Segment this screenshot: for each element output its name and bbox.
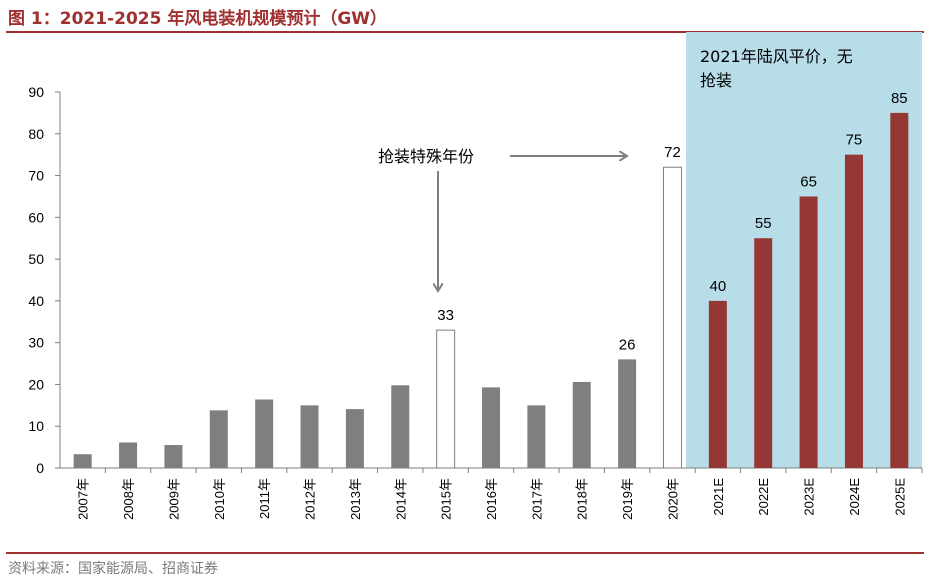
- figure-title: 图 1：2021-2025 年风电装机规模预计（GW）: [8, 9, 388, 29]
- bar: [482, 387, 500, 468]
- forecast-note-line1: 2021年陆风平价，无: [700, 47, 853, 66]
- x-tick-labels: 2007年 2008年 2009年 2010年 2011年 2012年 2013年 2014年…: [76, 478, 908, 520]
- annotations: 抢装特殊年份 2021年陆风平价，无 抢装: [378, 47, 853, 290]
- y-tick-labels: 0 10 20 30 40 50 60 70 80 90: [28, 84, 44, 476]
- y-tick-label: 20: [28, 376, 44, 392]
- title-rule: [6, 31, 924, 33]
- x-tick-label: 2007年: [76, 478, 91, 520]
- bar: [300, 405, 319, 468]
- bars: [73, 112, 909, 469]
- y-tick-label: 50: [28, 251, 44, 267]
- x-tick-label: 2025E: [892, 478, 907, 516]
- forecast-note-line2: 抢装: [700, 71, 732, 90]
- bar: [527, 405, 546, 468]
- bar: [164, 445, 183, 468]
- y-tick-label: 0: [36, 460, 44, 476]
- x-tick-label: 2021E: [711, 478, 726, 516]
- bar: [73, 454, 92, 468]
- x-tick-label: 2018年: [575, 478, 590, 520]
- x-tick-label: 2024E: [847, 478, 862, 516]
- source-rule: [6, 552, 924, 554]
- x-tick-label: 2009年: [166, 478, 181, 520]
- bar: [436, 329, 456, 469]
- x-tick-label: 2019年: [620, 478, 635, 520]
- y-tick-label: 40: [28, 293, 44, 309]
- x-tick-label: 2012年: [303, 478, 318, 520]
- x-tick-label: 2015年: [439, 478, 454, 520]
- source-note: 资料来源：国家能源局、招商证券: [8, 561, 218, 577]
- bar: [119, 442, 138, 468]
- data-label: 72: [664, 144, 681, 161]
- rush-note: 抢装特殊年份: [378, 147, 474, 166]
- y-tick-label: 60: [28, 209, 44, 225]
- x-tick-label: 2016年: [484, 478, 499, 520]
- bar: [662, 166, 682, 469]
- bar: [890, 112, 909, 468]
- x-tick-label: 2011年: [257, 478, 272, 519]
- data-label: 26: [619, 336, 636, 353]
- data-labels: 33 26 72 40 55 65 75 85: [437, 90, 907, 353]
- x-tick-label: 2020年: [665, 478, 680, 520]
- data-label: 55: [755, 215, 772, 232]
- bar: [572, 381, 591, 468]
- x-tick-label: 2017年: [529, 478, 544, 520]
- bar: [345, 409, 364, 468]
- y-tick-label: 10: [28, 418, 44, 434]
- y-tick-label: 30: [28, 335, 44, 351]
- bar: [255, 399, 274, 468]
- y-tick-label: 80: [28, 126, 44, 142]
- data-label: 75: [846, 132, 863, 149]
- bar: [754, 238, 773, 468]
- x-tick-label: 2023E: [802, 478, 817, 516]
- bar: [708, 300, 727, 468]
- data-label: 85: [891, 90, 908, 107]
- bar: [209, 410, 228, 468]
- x-tick-label: 2014年: [393, 478, 408, 520]
- x-tick-label: 2013年: [348, 478, 363, 520]
- x-tick-label: 2008年: [121, 478, 136, 520]
- bar: [618, 359, 637, 468]
- y-tick-label: 70: [28, 168, 44, 184]
- x-tick-label: 2010年: [212, 478, 227, 520]
- y-tick-label: 90: [28, 84, 44, 100]
- x-tick-label: 2022E: [756, 478, 771, 516]
- bar: [391, 385, 410, 468]
- bar: [799, 196, 818, 468]
- data-label: 65: [800, 173, 817, 190]
- data-label: 33: [437, 307, 454, 324]
- bar: [844, 154, 863, 468]
- data-label: 40: [709, 278, 726, 295]
